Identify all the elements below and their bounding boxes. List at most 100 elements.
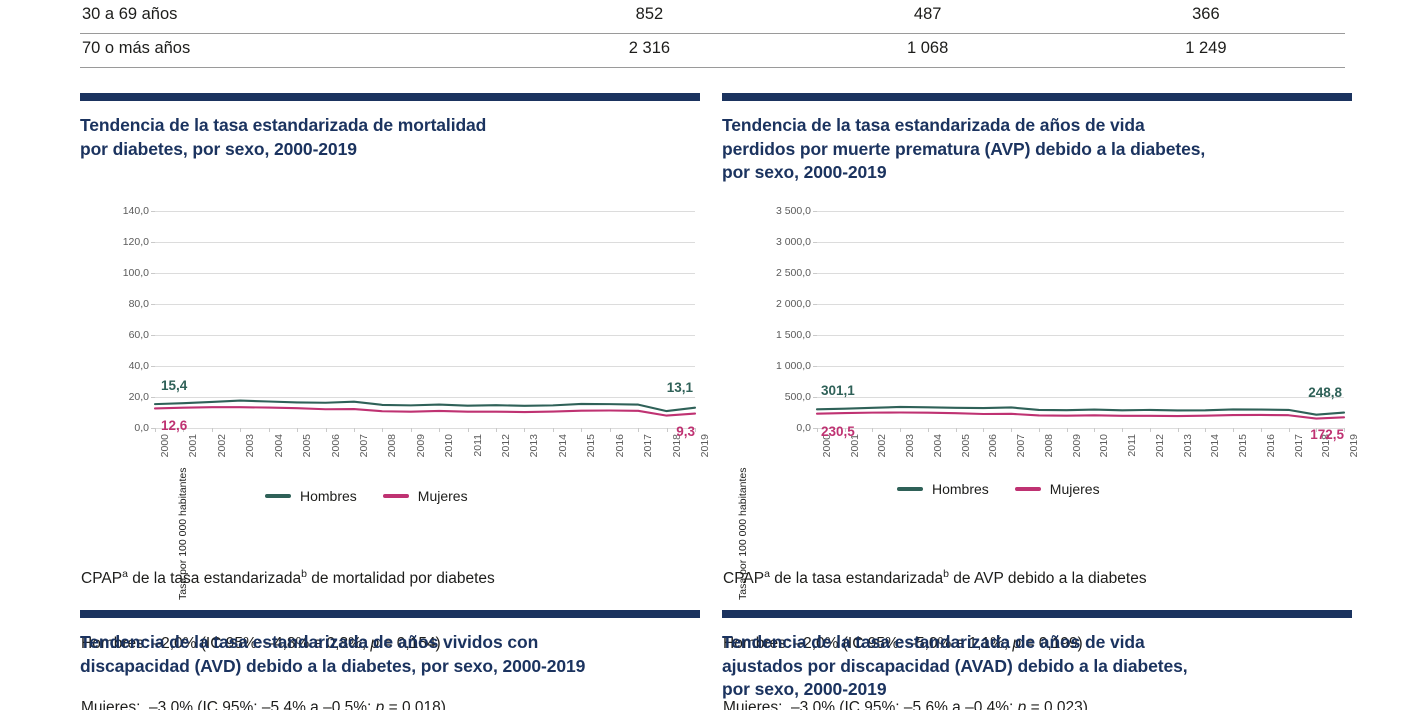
- y-tick-label: 20,0: [128, 391, 149, 403]
- footnote-mujeres-post: = 0,023): [1026, 699, 1088, 710]
- x-tick-mark: [353, 428, 355, 432]
- footnote-cpap: CPAP: [81, 570, 123, 587]
- gridline: [155, 211, 695, 212]
- panel-rule: [722, 93, 1352, 101]
- x-tick-mark: [609, 428, 611, 432]
- table-cell-value: 2 316: [510, 33, 789, 68]
- x-tick-label: 2004: [931, 434, 944, 458]
- gridline: [155, 428, 695, 429]
- series-line-mujeres: [153, 406, 697, 417]
- footnote-line-1: CPAPa de la tasa estandarizadab de morta…: [81, 568, 495, 590]
- x-tick-label: 2006: [329, 434, 342, 458]
- footnote-mid: de la tasa estandarizada: [127, 570, 302, 587]
- x-tick-label: 2013: [1181, 434, 1194, 458]
- footnote-line-mujeres: Mujeres: –3,0% (IC 95%: –5,4% a –0,5%; p…: [81, 697, 495, 710]
- footnote-p-italic: p: [1017, 699, 1027, 710]
- x-tick-label: 2005: [959, 434, 972, 458]
- panel-avp: Tendencia de la tasa estandarizada de añ…: [722, 93, 1352, 185]
- footnote-line-mujeres: Mujeres: –3,0% (IC 95%: –5,6% a –0,4%; p…: [723, 697, 1147, 710]
- y-tick-mark: [813, 397, 817, 398]
- legend-item-hombres: Hombres: [265, 488, 357, 504]
- x-tick-label: 2008: [386, 434, 399, 458]
- x-tick-label: 2001: [187, 434, 200, 458]
- x-tick-label: 2006: [987, 434, 1000, 458]
- table-cell-value: 487: [788, 0, 1067, 34]
- x-tick-mark: [155, 428, 156, 432]
- legend-label-mujeres: Mujeres: [417, 488, 468, 504]
- legend-swatch-mujeres: [1014, 487, 1041, 491]
- gridline: [817, 242, 1344, 243]
- x-tick-label: 2014: [556, 434, 569, 458]
- panel-title-avd: Tendencia de la tasa estandarizada de añ…: [80, 632, 586, 676]
- x-tick-mark: [638, 428, 640, 432]
- x-tick-mark: [410, 428, 412, 432]
- y-tick-mark: [813, 428, 817, 429]
- table-cell-value: 1 068: [788, 33, 1067, 68]
- footnote-hombres-pre: Hombres: –2,0% (IC 95%: –5,0% a 1,1%;: [723, 634, 1013, 652]
- gridline: [817, 397, 1344, 398]
- x-tick-mark: [581, 428, 583, 432]
- x-tick-label: 2007: [1015, 434, 1028, 458]
- y-tick-label: 2 000,0: [775, 298, 811, 310]
- y-tick-label: 3 500,0: [775, 205, 811, 217]
- y-tick-mark: [813, 211, 817, 212]
- panel-avd: Tendencia de la tasa estandarizada de añ…: [80, 610, 700, 678]
- x-tick-mark: [325, 428, 327, 432]
- table-cell-label: 30 a 69 años: [80, 0, 511, 34]
- x-tick-mark: [439, 428, 441, 432]
- x-tick-mark: [552, 428, 554, 432]
- footnote-mid: de la tasa estandarizada: [769, 570, 944, 587]
- data-label-last-mujeres: 9,3: [676, 423, 695, 439]
- gridline: [817, 366, 1344, 367]
- footnote-sup-a: a: [764, 567, 770, 580]
- y-tick-mark: [813, 335, 817, 336]
- gridline: [817, 211, 1344, 212]
- y-tick-label: 0,0: [134, 422, 149, 434]
- x-tick-mark: [1316, 428, 1318, 432]
- x-tick-mark: [183, 428, 185, 432]
- x-tick-mark: [927, 428, 929, 432]
- x-tick-mark: [1038, 428, 1040, 432]
- footnote-p-italic: p: [370, 634, 380, 652]
- x-tick-label: 2009: [414, 434, 427, 458]
- x-tick-mark: [1122, 428, 1124, 432]
- x-tick-label: 2011: [1126, 434, 1139, 457]
- data-label-first-hombres: 301,1: [821, 383, 855, 399]
- table-cell-value: 852: [510, 0, 789, 34]
- chart-legend: Hombres Mujeres: [897, 481, 1100, 497]
- x-tick-mark: [268, 428, 270, 432]
- gridline: [155, 366, 695, 367]
- panel-rule: [80, 610, 700, 618]
- footnote-p-italic: p: [375, 699, 385, 710]
- table-cell-value: 1 249: [1066, 33, 1345, 68]
- table-row: 30 a 69 años 852 487 366: [80, 0, 1345, 34]
- y-tick-mark: [813, 366, 817, 367]
- x-tick-label: 2017: [642, 434, 655, 458]
- x-tick-label: 2011: [471, 434, 484, 457]
- y-tick-mark: [151, 397, 155, 398]
- y-tick-label: 1 000,0: [775, 360, 811, 372]
- footnote-cpap: CPAP: [723, 570, 765, 587]
- x-tick-mark: [1344, 428, 1345, 432]
- series-line-hombres: [153, 399, 697, 413]
- y-tick-label: 40,0: [128, 360, 149, 372]
- data-label-first-hombres: 15,4: [161, 378, 188, 394]
- y-tick-label: 1 500,0: [775, 329, 811, 341]
- gridline: [155, 273, 695, 274]
- x-tick-mark: [872, 428, 874, 432]
- x-tick-label: 2003: [244, 434, 257, 458]
- data-label-first-mujeres: 12,6: [161, 418, 188, 434]
- x-tick-mark: [844, 428, 846, 432]
- gridline: [817, 335, 1344, 336]
- x-tick-label: 2016: [1264, 434, 1277, 458]
- legend-swatch-mujeres: [382, 494, 409, 498]
- gridline: [155, 397, 695, 398]
- x-tick-mark: [297, 428, 299, 432]
- x-tick-mark: [1066, 428, 1068, 432]
- y-tick-mark: [813, 242, 817, 243]
- plot-area: 0,0 20,0 40,0 60,0 80,0 100,0 120,0 140,0 2000 20…: [123, 205, 711, 457]
- legend-swatch-hombres: [897, 487, 923, 491]
- data-label-last-hombres: 13,1: [666, 379, 693, 395]
- x-tick-mark: [983, 428, 985, 432]
- gridline: [155, 304, 695, 305]
